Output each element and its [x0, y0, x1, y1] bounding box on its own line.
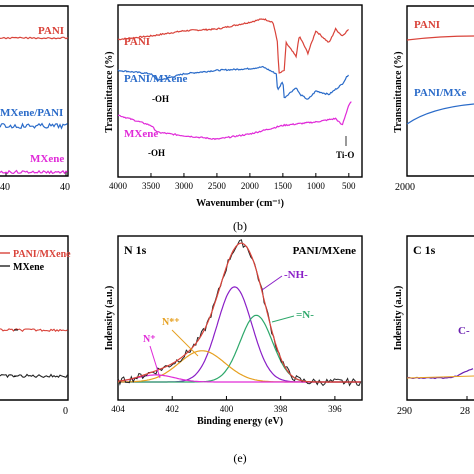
x-tick-label: 40	[60, 182, 70, 193]
arrow-n-plus	[149, 345, 161, 379]
series-line-pani-mxene	[0, 328, 68, 332]
panel-title: N 1s	[124, 243, 147, 257]
caption-b: (b)	[233, 219, 247, 233]
series-line-pani	[406, 35, 474, 41]
y-axis-label: Transmittance (%)	[393, 51, 404, 132]
x-tick-label: 28	[460, 406, 470, 417]
label-mxene: MXene	[30, 153, 64, 165]
label-oh-pani-mxene: -OH	[152, 94, 169, 104]
label-c: C-	[458, 325, 470, 337]
x-tick-label: 2500	[208, 181, 227, 191]
x-axis-ticks: 4000 3500 3000 2500 2000 1500 1000 500	[109, 173, 356, 191]
x-axis-label: Binding energy (eV)	[197, 416, 283, 427]
sample-label: PANI/MXene	[293, 245, 356, 257]
x-tick-label: 500	[342, 181, 356, 191]
panel-right-bottom: C 1s Indensity (a.u.) C- 290 28	[393, 235, 474, 417]
arrow-eq-n	[271, 315, 295, 323]
series-line-pani	[0, 36, 69, 40]
arrow-nh	[261, 275, 283, 291]
x-tick-label: 2000	[395, 182, 415, 193]
legend-pani-mxene: PANI/MXene	[13, 249, 71, 260]
x-axis-ticks: 404 402 400 398 396	[111, 396, 342, 414]
legend-mxene: MXene	[13, 262, 45, 273]
label-oh-mxene: -OH	[148, 148, 165, 158]
caption-e: (e)	[233, 451, 246, 465]
panel-title: C 1s	[413, 243, 436, 257]
x-tick-label: 1500	[274, 181, 293, 191]
x-tick-label: 3500	[142, 181, 161, 191]
series-line-pani	[117, 18, 349, 74]
x-tick-label: 290	[397, 406, 412, 417]
x-tick-label: 0	[63, 406, 68, 417]
panel-e-frame	[117, 235, 363, 401]
label-ti-o: Ti-O	[336, 150, 354, 160]
panel-right-top: Transmittance (%) PANI PANI/MXe 2000	[393, 5, 474, 193]
label-pani: PANI	[124, 36, 150, 48]
series-line-pani-mxene	[406, 103, 474, 125]
x-tick-label: 400	[220, 404, 234, 414]
panel-left-top: PANI MXene/PANI MXene 40 40	[0, 5, 70, 193]
series-line-mxene	[0, 169, 68, 175]
panel-left-bottom-frame	[0, 235, 69, 401]
x-tick-label: 40	[0, 182, 10, 193]
panel-right-top-frame	[406, 5, 474, 177]
x-tick-label: 398	[274, 404, 288, 414]
label-pani-mxene: PANI/MXe	[414, 87, 466, 99]
label-mxene: MXene	[124, 128, 158, 140]
x-tick-label: 402	[165, 404, 179, 414]
y-axis-label: Indensity (a.u.)	[393, 286, 404, 351]
series-line-pani-mxene	[117, 65, 349, 100]
y-axis-label: Indensity (a.u.)	[104, 286, 115, 351]
label-eq-n: =N-	[296, 309, 314, 321]
panel-e: N 1s PANI/MXene Indensity (a.u.) 404 402 4…	[104, 235, 363, 465]
x-tick-label: 396	[328, 404, 342, 414]
panel-b: Transmittance (%) 4000 3500 3000 2500 2000 15…	[104, 4, 363, 233]
series-line-mxene-pani	[0, 122, 68, 130]
peak-curve	[118, 314, 361, 383]
label-pani-mxene: PANI/MXene	[124, 73, 187, 85]
x-tick-label: 2000	[241, 181, 260, 191]
x-tick-label: 3000	[175, 181, 194, 191]
label-n-star: N*⁺	[162, 317, 180, 328]
series-line-raw	[117, 239, 362, 387]
label-pani: PANI	[414, 19, 440, 31]
arrow-n-star	[171, 329, 199, 357]
series-line-fit-envelope	[117, 242, 361, 383]
series-line-baseline	[406, 375, 474, 379]
peak-curve	[118, 350, 361, 383]
x-tick-label: 4000	[109, 181, 128, 191]
panel-right-bottom-frame	[406, 235, 474, 401]
series-line-mxene	[117, 101, 352, 141]
series-line-mxene	[0, 373, 68, 379]
panel-b-frame	[117, 4, 363, 178]
x-tick-label: 1000	[307, 181, 326, 191]
panel-left-top-frame	[0, 5, 69, 177]
label-pani: PANI	[38, 25, 64, 37]
panel-left-bottom: PANI/MXene MXene 0	[0, 235, 71, 417]
label-n-plus: N⁺	[143, 334, 156, 345]
x-axis-label: Wavenumber (cm⁻¹)	[196, 198, 284, 209]
label-mxene-pani: MXene/PANI	[0, 107, 63, 119]
x-tick-label: 404	[111, 404, 125, 414]
y-axis-label: Transmittance (%)	[104, 51, 115, 132]
peak-labels: -NH- =N- N*⁺ N⁺	[143, 269, 314, 379]
label-nh: -NH-	[284, 269, 308, 281]
